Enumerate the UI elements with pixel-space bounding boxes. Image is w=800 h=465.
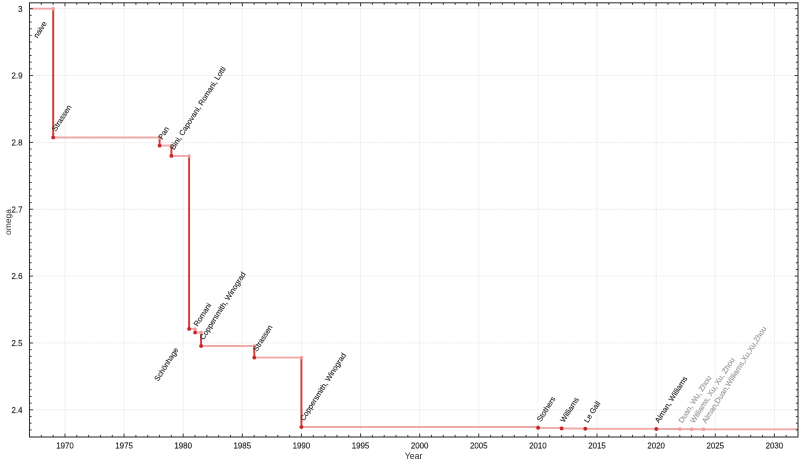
svg-text:2.4: 2.4 (12, 406, 24, 415)
svg-text:1985: 1985 (234, 441, 252, 450)
svg-text:2.7: 2.7 (12, 205, 23, 214)
svg-text:2005: 2005 (470, 441, 488, 450)
svg-text:1995: 1995 (352, 441, 370, 450)
svg-text:2.5: 2.5 (12, 339, 24, 348)
svg-text:1980: 1980 (174, 441, 192, 450)
svg-text:2.6: 2.6 (12, 272, 24, 281)
svg-text:omega: omega (3, 209, 13, 235)
svg-text:1975: 1975 (115, 441, 133, 450)
svg-text:2000: 2000 (411, 441, 429, 450)
svg-text:Year: Year (405, 451, 423, 460)
svg-text:2.8: 2.8 (12, 139, 24, 148)
svg-text:2010: 2010 (529, 441, 547, 450)
svg-text:2.9: 2.9 (12, 72, 24, 81)
svg-text:3: 3 (18, 5, 23, 14)
svg-text:2025: 2025 (706, 441, 724, 450)
svg-text:1990: 1990 (293, 441, 311, 450)
svg-text:2020: 2020 (647, 441, 665, 450)
svg-text:2015: 2015 (588, 441, 606, 450)
svg-text:2030: 2030 (766, 441, 784, 450)
svg-text:1970: 1970 (56, 441, 74, 450)
